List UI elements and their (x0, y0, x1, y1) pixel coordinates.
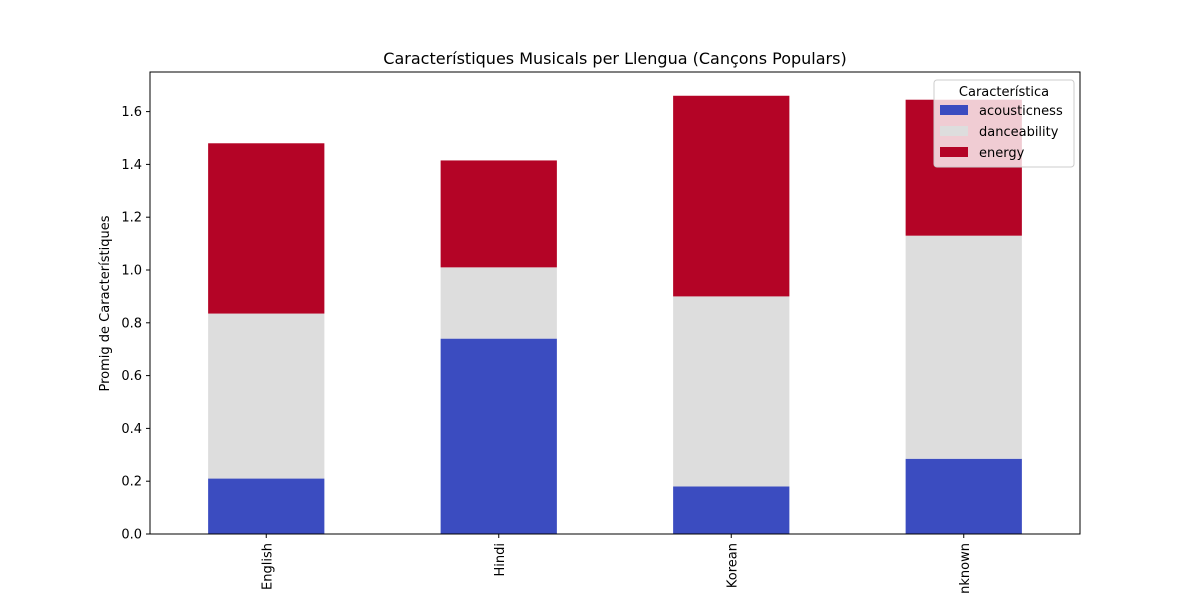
bar-acousticness-korean (673, 486, 790, 534)
y-axis-label: Promig de Característiques (98, 215, 113, 391)
legend-box (933, 79, 1075, 168)
x-tick-label-nknown: nknown (958, 543, 973, 594)
y-tick-label: 1.4 (121, 158, 142, 173)
bar-danceability-korean (673, 296, 790, 487)
y-tick-label: 0.8 (121, 316, 142, 331)
bar-energy-hindi (440, 160, 557, 268)
bars-group (208, 95, 1022, 534)
plot-frame (149, 71, 1081, 535)
bar-danceability-hindi (440, 267, 557, 339)
y-tick-label: 0.0 (121, 528, 142, 543)
bar-acousticness-nknown (905, 458, 1022, 534)
x-tick-label-korean: Korean (725, 543, 740, 588)
bar-acousticness-hindi (440, 338, 557, 534)
legend-title: Característica (959, 85, 1049, 100)
y-tick-label: 0.2 (121, 475, 142, 490)
legend-label-acousticness: acousticness (979, 104, 1063, 119)
legend-swatch-energy (940, 147, 968, 157)
chart-title: Característiques Musicals per Llengua (C… (383, 49, 846, 68)
legend-label-danceability: danceability (979, 125, 1059, 140)
x-tick-label-hindi: Hindi (493, 543, 508, 577)
y-tick-label: 0.6 (121, 369, 142, 384)
y-tick-label: 1.0 (121, 264, 142, 279)
bar-energy-korean (673, 95, 790, 297)
axes-group: 0.0 0.2 0.4 0.6 0.8 1.0 1.2 1.4 1.6 English Hindi K… (121, 71, 1081, 594)
bar-danceability-nknown (905, 235, 1022, 459)
legend: Característica acousticness danceability en… (933, 79, 1075, 168)
x-tick-label-english: English (260, 543, 275, 590)
bar-energy-english (208, 143, 325, 314)
legend-swatch-danceability (940, 126, 968, 136)
bar-danceability-english (208, 313, 325, 479)
legend-label-energy: energy (979, 146, 1025, 161)
y-tick-label: 0.4 (121, 422, 142, 437)
y-tick-label: 1.6 (121, 105, 142, 120)
y-tick-label: 1.2 (121, 211, 142, 226)
legend-swatch-acousticness (940, 105, 968, 115)
bar-acousticness-english (208, 478, 325, 534)
